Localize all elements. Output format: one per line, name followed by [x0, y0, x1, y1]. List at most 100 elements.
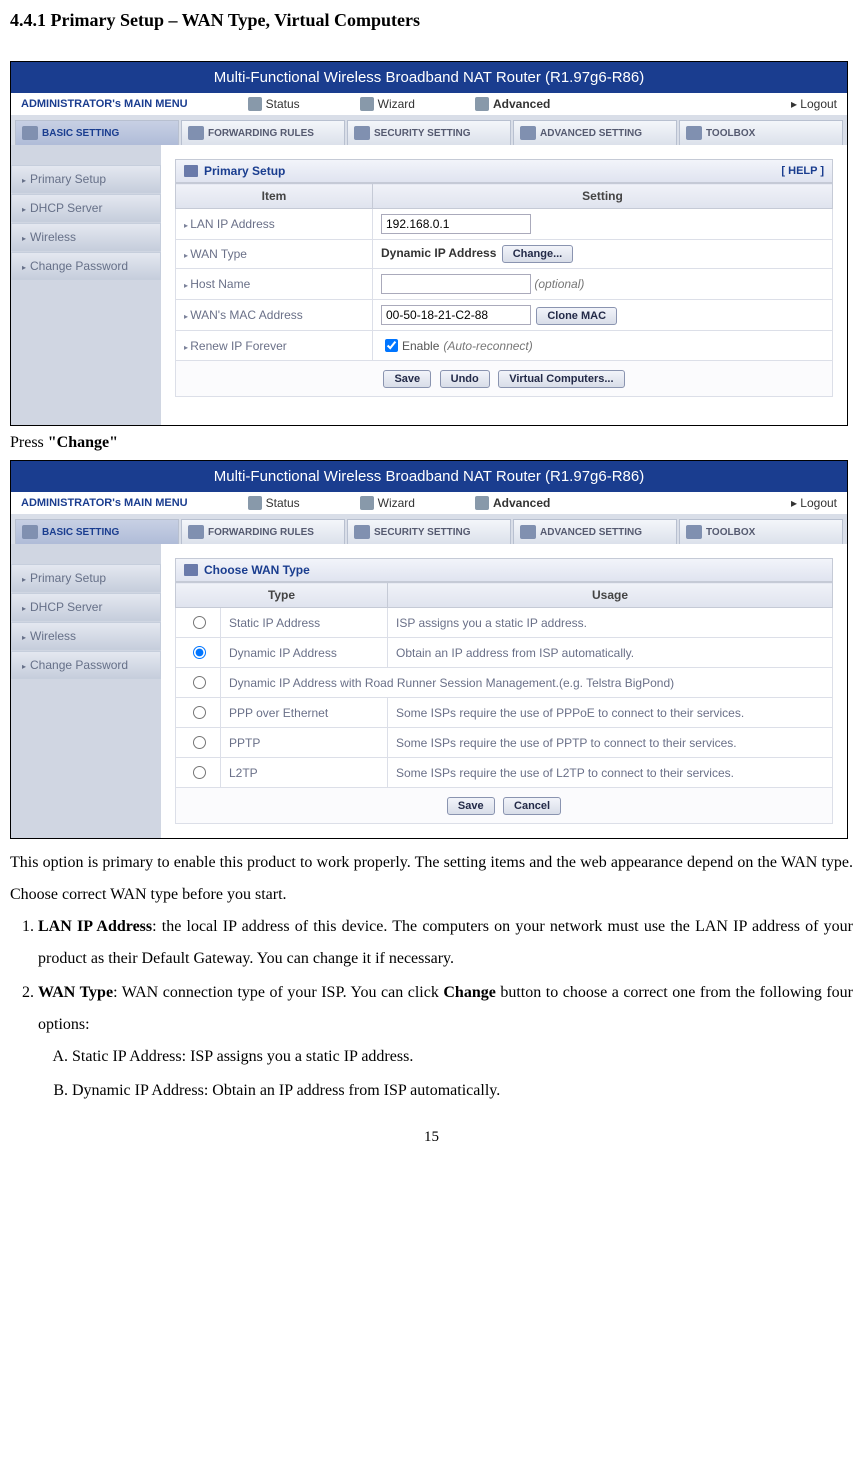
wan-type-table: Type Usage Static IP Address ISP assigns… [175, 582, 833, 788]
basic-setting-icon [22, 525, 38, 539]
tab-advanced-setting-2[interactable]: ADVANCED SETTING [513, 519, 677, 544]
menu-wizard-2[interactable]: Wizard [360, 496, 415, 510]
usage-pptp: Some ISPs require the use of PPTP to con… [388, 728, 833, 758]
tab-basic-label: BASIC SETTING [42, 128, 119, 139]
press-bold: "Change" [48, 434, 118, 451]
wan-row-l2tp: L2TP Some ISPs require the use of L2TP t… [176, 758, 833, 788]
th-setting: Setting [373, 184, 833, 209]
security-icon [354, 126, 370, 140]
list-item-2: WAN Type: WAN connection type of your IS… [38, 977, 853, 1107]
save-button[interactable]: Save [383, 370, 431, 388]
panel-header-icon-2 [184, 564, 198, 576]
tab-advanced-label: ADVANCED SETTING [540, 128, 642, 139]
row-wan-type-value: Dynamic IP Address Change... [373, 240, 833, 269]
toolbox-icon [686, 525, 702, 539]
router-window-primary-setup: Multi-Functional Wireless Broadband NAT … [10, 61, 848, 426]
tab-toolbox-label: TOOLBOX [706, 128, 755, 139]
sidebar-item-change-password-2[interactable]: Change Password [11, 651, 161, 679]
menu-advanced[interactable]: Advanced [475, 97, 550, 111]
mac-input[interactable] [381, 305, 531, 325]
settings-table: Item Setting LAN IP Address WAN Type Dyn… [175, 183, 833, 361]
th-usage: Usage [388, 583, 833, 608]
panel-header: Primary Setup [ HELP ] [175, 159, 833, 183]
menu-logout-2[interactable]: ▸ Logout [791, 496, 837, 510]
sidebar-item-wireless[interactable]: Wireless [11, 223, 161, 251]
radio-pptp[interactable] [193, 736, 206, 749]
button-row: Save Undo Virtual Computers... [175, 361, 833, 397]
sidebar-item-primary-setup[interactable]: Primary Setup [11, 165, 161, 193]
renew-checkbox[interactable] [385, 339, 398, 352]
security-icon [354, 525, 370, 539]
tab-security-setting[interactable]: SECURITY SETTING [347, 120, 511, 145]
status-icon [248, 97, 262, 111]
lan-ip-input[interactable] [381, 214, 531, 234]
menu-wizard[interactable]: Wizard [360, 97, 415, 111]
row-host-name-label: Host Name [176, 269, 373, 300]
menu-status-2[interactable]: Status [248, 496, 300, 510]
tab-toolbox-2[interactable]: TOOLBOX [679, 519, 843, 544]
cancel-button[interactable]: Cancel [503, 797, 561, 815]
content-area-2: Choose WAN Type Type Usage Static IP Add… [161, 544, 847, 838]
tab-bar: BASIC SETTING FORWARDING RULES SECURITY … [11, 116, 847, 145]
tab-basic-setting[interactable]: BASIC SETTING [15, 120, 179, 145]
menu-status[interactable]: Status [248, 97, 300, 111]
usage-pppoe: Some ISPs require the use of PPPoE to co… [388, 698, 833, 728]
sidebar-item-change-password[interactable]: Change Password [11, 252, 161, 280]
sidebar-2: Primary Setup DHCP Server Wireless Chang… [11, 544, 161, 838]
basic-setting-icon [22, 126, 38, 140]
press-prefix: Press [10, 434, 48, 451]
sidebar-item-wireless-2[interactable]: Wireless [11, 622, 161, 650]
virtual-computers-button[interactable]: Virtual Computers... [498, 370, 624, 388]
row-mac-label: WAN's MAC Address [176, 300, 373, 331]
row-renew-label: Renew IP Forever [176, 331, 373, 361]
sidebar-item-dhcp-2[interactable]: DHCP Server [11, 593, 161, 621]
tab-security-setting-2[interactable]: SECURITY SETTING [347, 519, 511, 544]
tab-bar-2: BASIC SETTING FORWARDING RULES SECURITY … [11, 515, 847, 544]
logout-label: Logout [800, 97, 837, 111]
radio-pppoe[interactable] [193, 706, 206, 719]
logout-label-2: Logout [800, 496, 837, 510]
row-mac-value: Clone MAC [373, 300, 833, 331]
tab-forwarding-rules[interactable]: FORWARDING RULES [181, 120, 345, 145]
change-button[interactable]: Change... [502, 245, 574, 263]
tab-toolbox-label-2: TOOLBOX [706, 527, 755, 538]
undo-button[interactable]: Undo [440, 370, 490, 388]
li1-bold: LAN IP Address [38, 918, 152, 935]
help-link[interactable]: [ HELP ] [781, 165, 824, 177]
clone-mac-button[interactable]: Clone MAC [536, 307, 617, 325]
page-number: 15 [10, 1129, 853, 1146]
li2-bold: WAN Type [38, 984, 113, 1001]
sidebar-item-dhcp[interactable]: DHCP Server [11, 194, 161, 222]
tab-forwarding-rules-2[interactable]: FORWARDING RULES [181, 519, 345, 544]
radio-static-ip[interactable] [193, 616, 206, 629]
li2-text1: : WAN connection type of your ISP. You c… [113, 984, 443, 1001]
radio-l2tp[interactable] [193, 766, 206, 779]
wan-type-text: Dynamic IP Address [381, 246, 496, 260]
panel-title: Primary Setup [204, 164, 285, 178]
forwarding-icon [188, 525, 204, 539]
host-name-note: (optional) [534, 277, 584, 291]
menu-advanced-2[interactable]: Advanced [475, 496, 550, 510]
section-heading: 4.4.1 Primary Setup – WAN Type, Virtual … [10, 10, 853, 31]
panel-header-2: Choose WAN Type [175, 558, 833, 582]
type-pppoe: PPP over Ethernet [221, 698, 388, 728]
radio-roadrunner[interactable] [193, 676, 206, 689]
intro-paragraph: This option is primary to enable this pr… [10, 847, 853, 911]
type-pptp: PPTP [221, 728, 388, 758]
tab-basic-setting-2[interactable]: BASIC SETTING [15, 519, 179, 544]
menu-logout[interactable]: ▸ Logout [791, 97, 837, 111]
main-menu-label: ADMINISTRATOR's MAIN MENU [21, 98, 188, 110]
save-button-2[interactable]: Save [447, 797, 495, 815]
type-static-ip: Static IP Address [221, 608, 388, 638]
radio-dynamic-ip[interactable] [193, 646, 206, 659]
tab-security-label: SECURITY SETTING [374, 128, 471, 139]
row-lan-ip-value [373, 209, 833, 240]
sidebar-item-primary-setup-2[interactable]: Primary Setup [11, 564, 161, 592]
alpha-a: Static IP Address: ISP assigns you a sta… [72, 1041, 853, 1073]
host-name-input[interactable] [381, 274, 531, 294]
router-body-2: Primary Setup DHCP Server Wireless Chang… [11, 544, 847, 838]
type-dynamic-ip: Dynamic IP Address [221, 638, 388, 668]
row-renew-value: Enable (Auto-reconnect) [373, 331, 833, 361]
tab-advanced-setting[interactable]: ADVANCED SETTING [513, 120, 677, 145]
tab-toolbox[interactable]: TOOLBOX [679, 120, 843, 145]
